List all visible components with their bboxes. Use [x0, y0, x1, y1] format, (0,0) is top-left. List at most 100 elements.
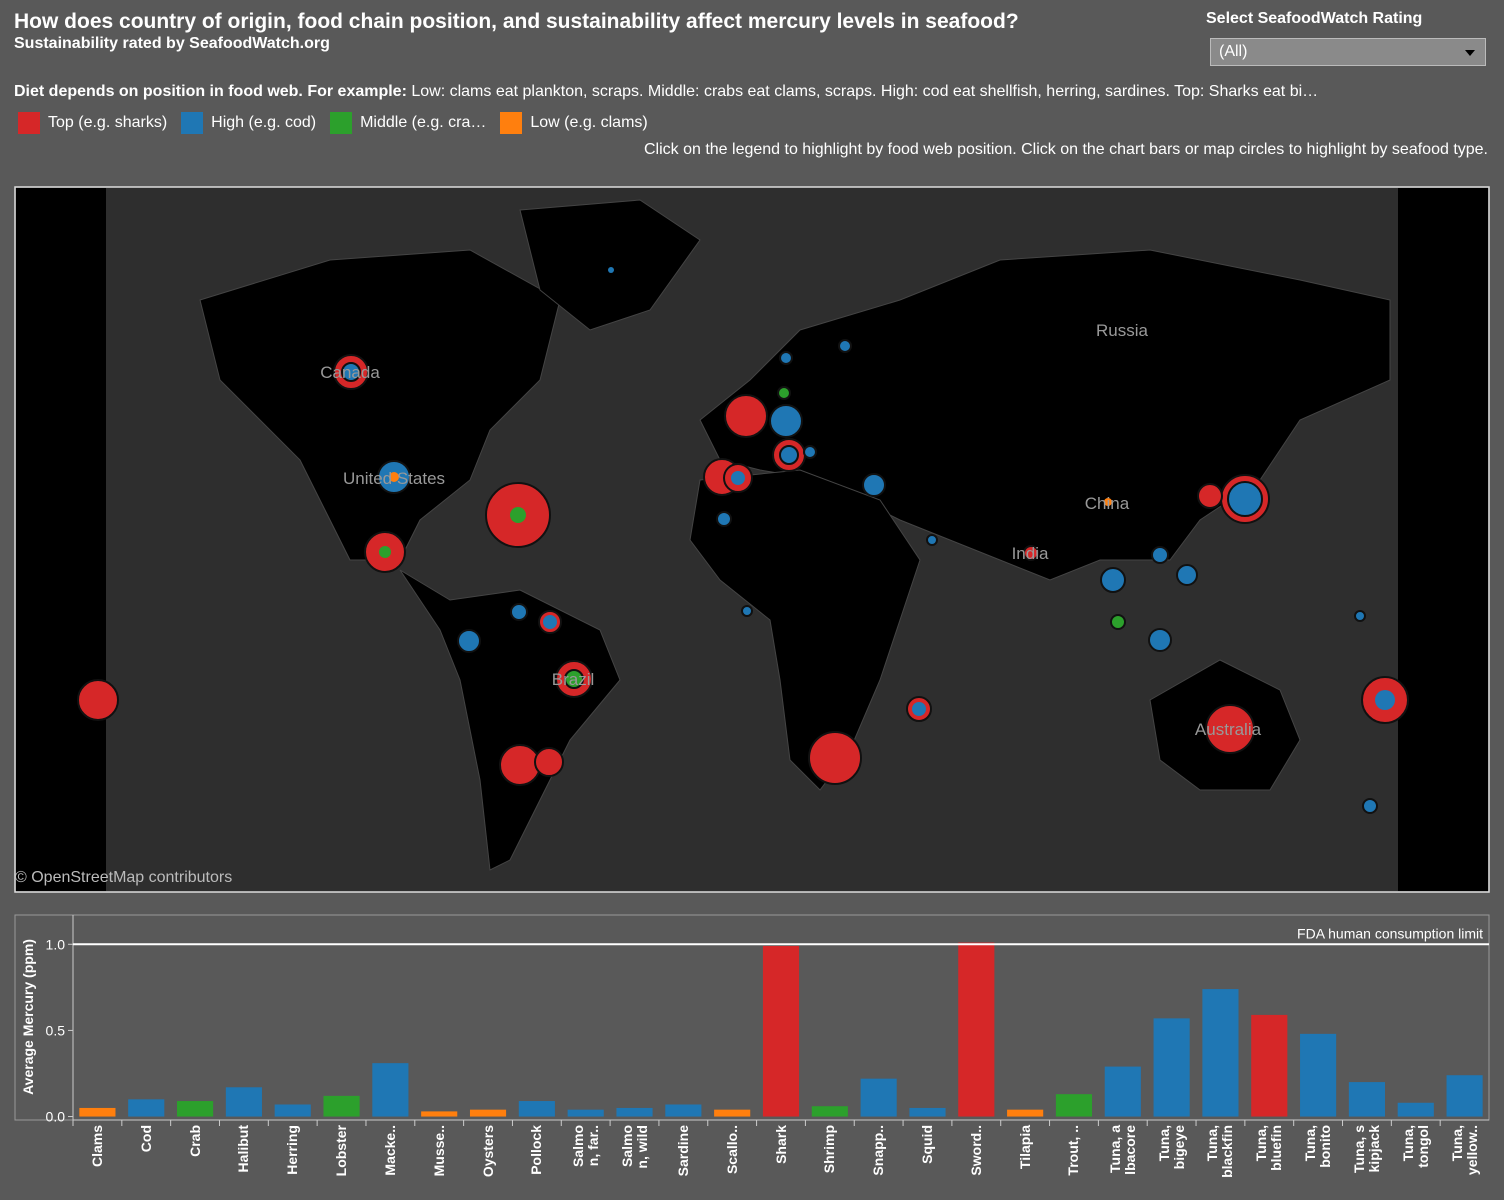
x-tick-label: Cod: [137, 1125, 154, 1153]
bar: [1007, 1109, 1044, 1117]
bar: [323, 1095, 360, 1117]
map-label: China: [1085, 494, 1130, 513]
x-tick-label: Salmo n, far..: [569, 1125, 601, 1168]
bar: [958, 942, 995, 1117]
x-tick-label: Tilapia: [1016, 1125, 1033, 1170]
x-tick-label: Tuna, bonito: [1302, 1125, 1334, 1168]
map-label: Russia: [1096, 321, 1149, 340]
x-tick-label: Tuna, blackfin: [1204, 1125, 1236, 1178]
x-tick-label: Pollock: [528, 1125, 545, 1175]
title: How does country of origin, food chain p…: [14, 10, 1019, 33]
bar: [1348, 1082, 1385, 1117]
bar: [372, 1063, 409, 1117]
x-tick-label: Tuna, yellow..: [1448, 1125, 1480, 1176]
bar: [811, 1106, 848, 1117]
bar: [225, 1087, 262, 1117]
bar: [421, 1111, 458, 1117]
legend-swatch: [18, 112, 40, 134]
bar: [1104, 1066, 1141, 1117]
bar: [1202, 989, 1239, 1117]
bar: [1397, 1102, 1434, 1117]
x-tick-label: Tuna, bluefin: [1253, 1125, 1285, 1171]
legend: Top (e.g. sharks) High (e.g. cod) Middle (…: [18, 112, 648, 134]
bar: [616, 1107, 653, 1117]
map-label: United States: [343, 469, 445, 488]
bar: [518, 1101, 555, 1117]
y-tick-label: 0.0: [46, 1109, 66, 1125]
map-label: Australia: [1195, 720, 1262, 739]
reference-label: FDA human consumption limit: [1297, 925, 1483, 941]
legend-item[interactable]: Middle (e.g. cra…: [330, 112, 486, 134]
x-tick-label: Tuna, a lbacore: [1106, 1125, 1138, 1175]
legend-label: Low (e.g. clams): [530, 114, 648, 131]
map-label: Brazil: [552, 670, 595, 689]
diet-note: Diet depends on position in food web. Fo…: [14, 83, 1318, 101]
bar: [1251, 1014, 1288, 1117]
legend-label: High (e.g. cod): [211, 114, 317, 131]
legend-item[interactable]: High (e.g. cod): [181, 112, 316, 134]
legend-label: Middle (e.g. cra…: [360, 114, 487, 131]
x-tick-label: Shrimp: [821, 1125, 838, 1174]
x-tick-label: Scallo..: [723, 1125, 740, 1175]
legend-item[interactable]: Top (e.g. sharks): [18, 112, 167, 134]
x-tick-label: Halibut: [235, 1125, 252, 1173]
map-edge: [16, 188, 106, 891]
legend-item[interactable]: Low (e.g. clams): [500, 112, 648, 134]
x-tick-label: Trout, ..: [1065, 1125, 1082, 1176]
bar: [1446, 1075, 1483, 1117]
bar: [909, 1107, 946, 1117]
legend-label: Top (e.g. sharks): [48, 114, 168, 131]
bar: [665, 1104, 702, 1117]
legend-swatch: [500, 112, 523, 134]
bar: [860, 1078, 897, 1117]
filter-value: (All): [1219, 43, 1248, 60]
map[interactable]: Canada United States Russia China India Brazi…: [14, 186, 1490, 893]
y-axis-title: Average Mercury (ppm): [20, 939, 36, 1095]
x-tick-label: Herring: [284, 1125, 301, 1175]
y-tick-label: 1.0: [46, 936, 66, 952]
x-tick-label: Sardine: [674, 1125, 691, 1177]
map-circles: [77, 267, 1409, 814]
bar: [177, 1101, 214, 1117]
bar: [274, 1104, 311, 1117]
bar: [1055, 1094, 1093, 1117]
x-tick-label: Squid: [918, 1125, 935, 1164]
filter-label: Select SeafoodWatch Rating: [1206, 10, 1423, 27]
x-tick-label: Shark: [772, 1125, 789, 1164]
map-edge: [1398, 188, 1488, 891]
x-tick-label: Tuna, tongol: [1399, 1125, 1431, 1168]
bar: [128, 1099, 165, 1117]
bar: [762, 946, 800, 1117]
bar-chart: 0.0 0.5 1.0 FDA human consumption limit: [46, 915, 1489, 1126]
map-attribution: © OpenStreetMap contributors: [15, 869, 232, 886]
bar: [714, 1109, 751, 1117]
x-tick-label: Oysters: [479, 1125, 496, 1178]
subtitle: Sustainability rated by SeafoodWatch.org: [14, 35, 330, 52]
x-tick-label: Sword..: [967, 1125, 984, 1176]
map-label: Canada: [320, 363, 380, 382]
bar: [1300, 1033, 1337, 1117]
x-tick-label: Musse..: [430, 1125, 447, 1177]
x-tick-label: Tuna, s kipjack: [1350, 1125, 1382, 1173]
bar: [469, 1109, 507, 1117]
y-tick-label: 0.5: [46, 1022, 66, 1038]
x-tick-label: Clams: [88, 1125, 105, 1168]
map-label: India: [1012, 544, 1049, 563]
bar: [1153, 1018, 1190, 1117]
instructions: Click on the legend to highlight by food…: [643, 141, 1488, 158]
filter-dropdown[interactable]: (All): [1210, 38, 1486, 66]
map-labels: Canada United States Russia China India Brazi…: [320, 321, 1261, 739]
note-bold: Diet depends on position in food web. Fo…: [14, 83, 407, 100]
x-tick-label: Macke..: [381, 1125, 398, 1176]
x-tick-label: Crab: [186, 1125, 203, 1157]
legend-swatch: [181, 112, 204, 134]
bar: [567, 1109, 604, 1117]
x-tick-label: Lobster: [333, 1125, 350, 1177]
x-tick-label: Tuna, bigeye: [1155, 1125, 1187, 1170]
x-tick-label: Snapp..: [870, 1125, 887, 1176]
note-text: Low: clams eat plankton, scraps. Middle:…: [411, 83, 1319, 100]
x-tick-label: Salmo n, wild: [618, 1125, 650, 1169]
bar: [79, 1107, 116, 1117]
